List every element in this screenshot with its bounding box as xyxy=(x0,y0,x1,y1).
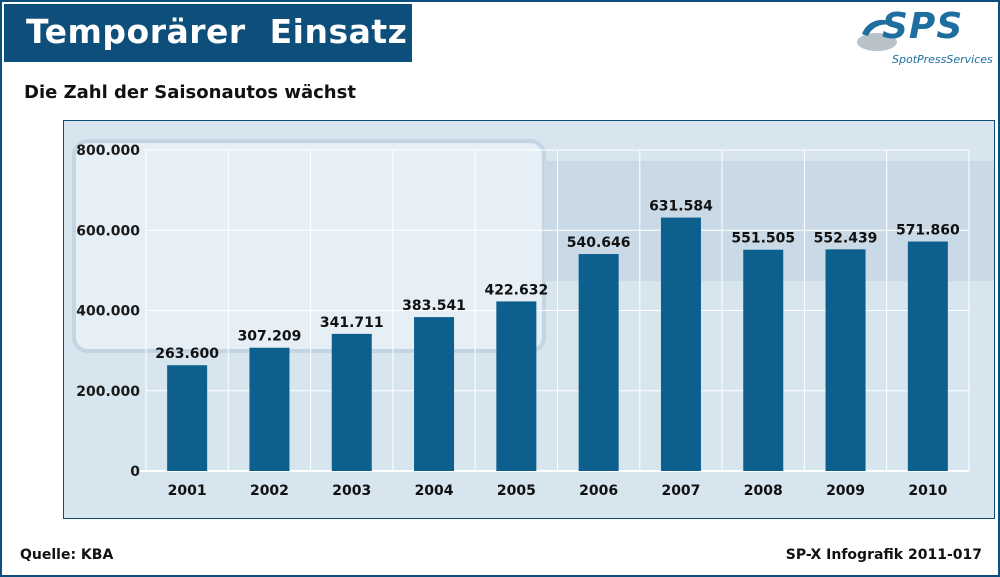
data-label: 341.711 xyxy=(320,315,384,331)
page-title: Temporärer Einsatz xyxy=(26,12,408,51)
bar xyxy=(660,217,701,471)
y-tick-label: 0 xyxy=(130,464,140,480)
sps-logo: SPS SpotPressServices xyxy=(850,6,1000,70)
bar xyxy=(331,333,372,471)
value-labels: 263.600 307.209 341.711 383.541 422.632 540.6… xyxy=(155,199,960,363)
bar-chart: 0 200.000 400.000 600.000 800.000 263.600 307… xyxy=(64,121,994,518)
x-tick-label: 2002 xyxy=(250,483,289,499)
x-axis-ticks: 2001 2002 2003 2004 2005 2006 2007 2008 2009 2010 xyxy=(168,483,948,499)
x-tick-label: 2005 xyxy=(497,483,536,499)
y-tick-label: 200.000 xyxy=(76,384,140,400)
x-tick-label: 2006 xyxy=(579,483,618,499)
data-label: 631.584 xyxy=(649,199,713,215)
x-tick-label: 2004 xyxy=(415,483,454,499)
y-axis-ticks: 0 200.000 400.000 600.000 800.000 xyxy=(76,143,140,480)
data-label: 307.209 xyxy=(238,329,302,345)
data-label: 263.600 xyxy=(155,346,219,362)
y-tick-label: 800.000 xyxy=(76,143,140,159)
bar xyxy=(249,347,290,471)
credit-note: SP-X Infografik 2011-017 xyxy=(785,547,982,563)
data-label: 540.646 xyxy=(567,235,631,251)
data-label: 551.505 xyxy=(731,231,795,247)
data-label: 383.541 xyxy=(402,298,466,314)
data-label: 422.632 xyxy=(484,282,548,298)
x-tick-label: 2003 xyxy=(332,483,371,499)
x-tick-label: 2008 xyxy=(744,483,783,499)
logo-text: SPS xyxy=(882,6,964,47)
chart-subtitle: Die Zahl der Saisonautos wächst xyxy=(24,82,356,103)
x-tick-label: 2007 xyxy=(661,483,700,499)
x-tick-label: 2010 xyxy=(908,483,947,499)
y-tick-label: 600.000 xyxy=(76,223,140,239)
plate-shape xyxy=(72,139,546,353)
logo-subtext: SpotPressServices xyxy=(892,53,993,66)
bar xyxy=(825,249,866,471)
x-tick-label: 2009 xyxy=(826,483,865,499)
bar xyxy=(496,301,537,471)
logo-swoosh-icon xyxy=(857,19,897,51)
y-tick-label: 400.000 xyxy=(76,304,140,320)
data-label: 571.860 xyxy=(896,223,960,239)
bar xyxy=(743,249,784,471)
x-tick-label: 2001 xyxy=(168,483,207,499)
chart-panel: 0 200.000 400.000 600.000 800.000 263.600 307… xyxy=(63,120,995,519)
bar xyxy=(167,365,208,471)
bar xyxy=(578,254,619,471)
title-banner: Temporärer Einsatz xyxy=(4,4,412,62)
bars xyxy=(167,217,948,471)
source-note: Quelle: KBA xyxy=(20,547,114,563)
bar xyxy=(414,317,455,471)
data-label: 552.439 xyxy=(814,230,878,246)
bar xyxy=(907,241,948,471)
